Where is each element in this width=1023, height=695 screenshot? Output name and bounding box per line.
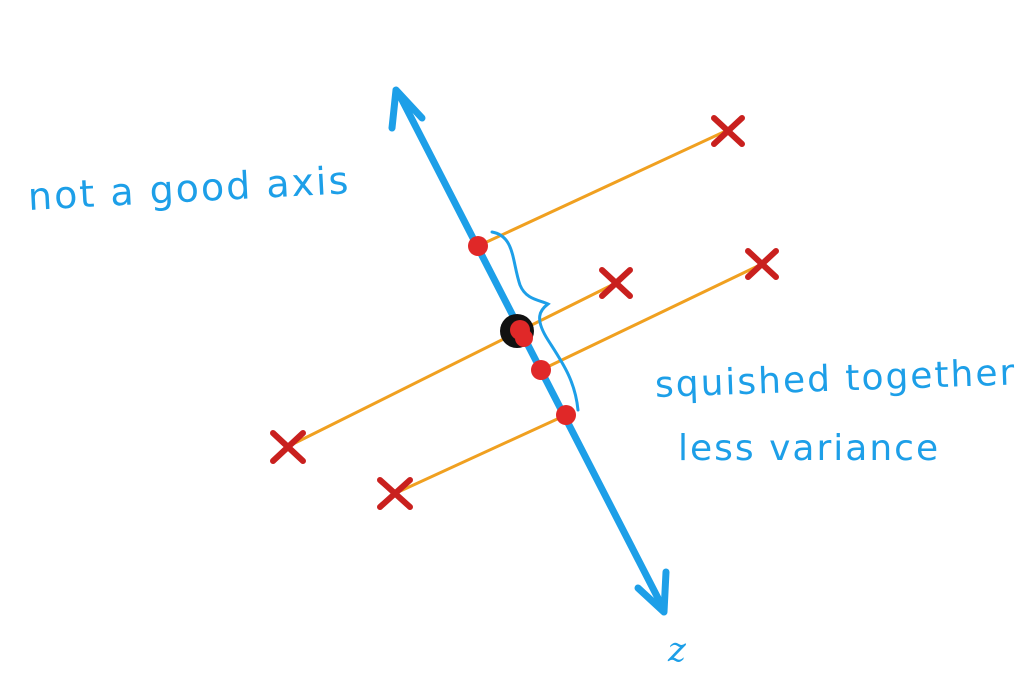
less-variance-label: less variance xyxy=(678,428,941,469)
x-mark-icon xyxy=(711,115,745,147)
x-mark-icon xyxy=(599,267,633,299)
projected-point-3 xyxy=(531,360,551,380)
x-mark-icon xyxy=(270,430,306,464)
projection-line-3 xyxy=(539,262,764,372)
z-axis xyxy=(388,86,670,616)
x-mark-icon xyxy=(377,477,413,510)
projection-line-4 xyxy=(394,413,568,495)
projection-lines xyxy=(287,128,764,495)
data-points xyxy=(270,115,779,510)
z-axis-arrowhead-top-icon xyxy=(388,86,426,132)
z-axis-label: z xyxy=(668,630,686,670)
projected-point-1 xyxy=(468,236,488,256)
projected-point-4 xyxy=(556,405,576,425)
x-mark-icon xyxy=(745,248,779,280)
z-axis-line xyxy=(396,92,665,608)
projection-line-2 xyxy=(287,281,618,448)
projection-line-1 xyxy=(476,128,730,248)
z-axis-arrowhead-bottom-icon xyxy=(634,568,670,616)
projected-points xyxy=(468,236,576,425)
brace-icon xyxy=(490,230,580,412)
projected-point-2b xyxy=(515,329,533,347)
